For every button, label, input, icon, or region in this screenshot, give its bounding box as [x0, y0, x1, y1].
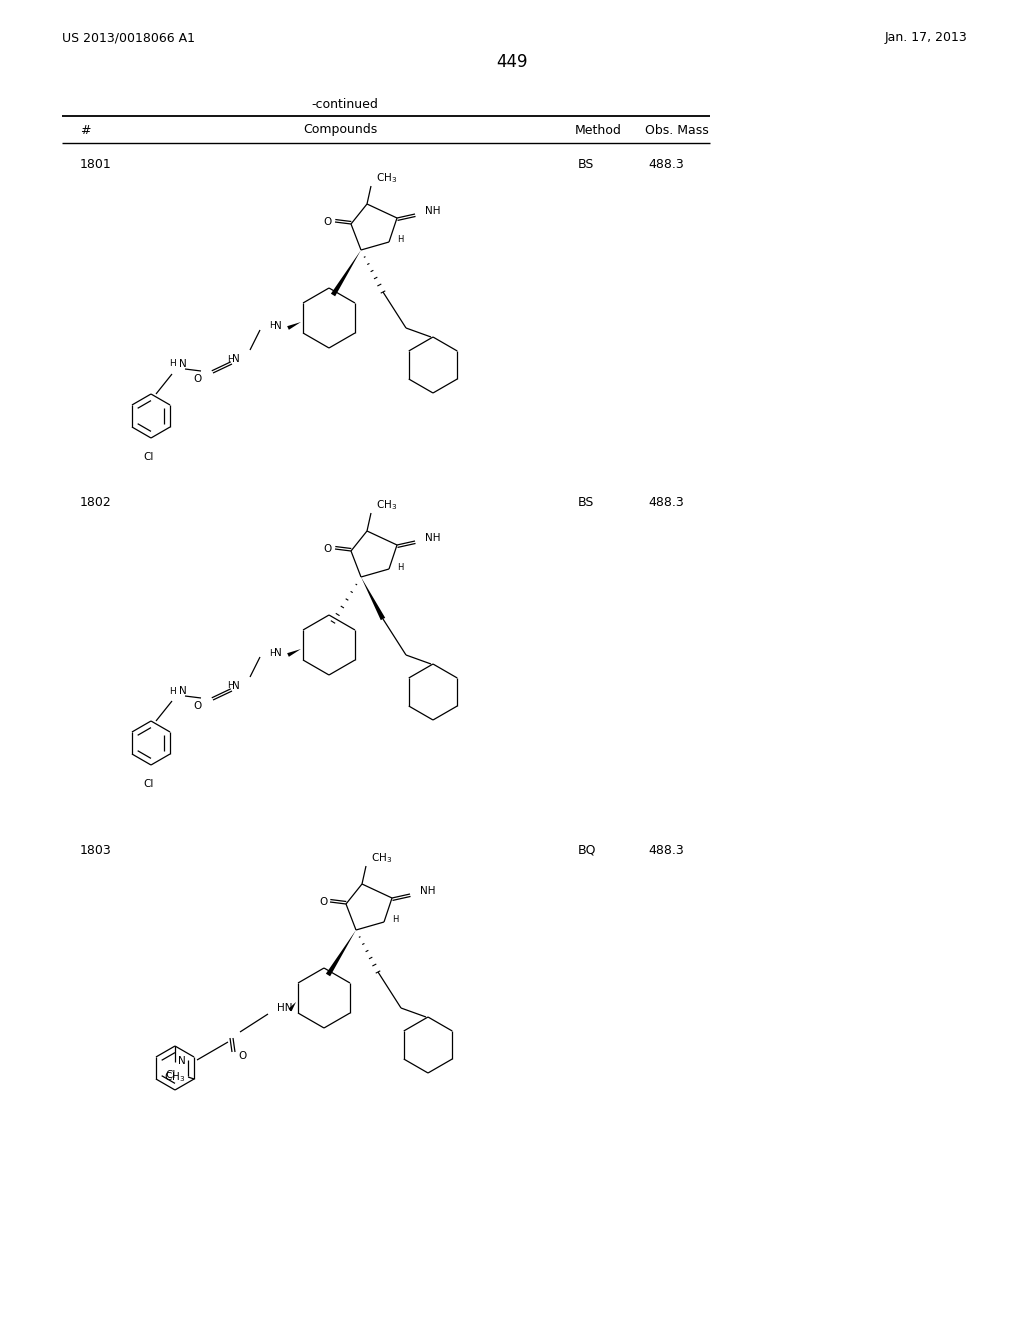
Text: Method: Method	[575, 124, 622, 136]
Text: H: H	[227, 355, 234, 363]
Polygon shape	[361, 577, 385, 620]
Text: H: H	[170, 359, 176, 368]
Text: 488.3: 488.3	[648, 495, 684, 508]
Text: HN: HN	[278, 1003, 293, 1012]
Text: Obs. Mass: Obs. Mass	[645, 124, 709, 136]
Text: NH: NH	[425, 533, 440, 543]
Polygon shape	[326, 931, 356, 977]
Text: H: H	[269, 648, 276, 657]
Text: 488.3: 488.3	[648, 158, 684, 172]
Text: CH$_3$: CH$_3$	[376, 498, 397, 512]
Text: N: N	[179, 686, 186, 696]
Text: NH: NH	[425, 206, 440, 216]
Text: NH: NH	[420, 886, 435, 896]
Text: CH$_3$: CH$_3$	[165, 1071, 185, 1084]
Text: CH$_3$: CH$_3$	[371, 851, 392, 865]
Text: O: O	[324, 544, 332, 554]
Text: #: #	[80, 124, 90, 136]
Polygon shape	[287, 322, 301, 330]
Text: 1802: 1802	[80, 495, 112, 508]
Text: Jan. 17, 2013: Jan. 17, 2013	[885, 32, 968, 45]
Text: H: H	[392, 916, 398, 924]
Text: H: H	[227, 681, 234, 690]
Text: BS: BS	[578, 158, 594, 172]
Text: US 2013/0018066 A1: US 2013/0018066 A1	[62, 32, 195, 45]
Text: H: H	[397, 235, 403, 244]
Text: 449: 449	[497, 53, 527, 71]
Text: H: H	[269, 322, 276, 330]
Text: N: N	[232, 681, 240, 690]
Polygon shape	[289, 1002, 296, 1011]
Text: 1803: 1803	[80, 843, 112, 857]
Text: Cl: Cl	[143, 451, 155, 462]
Text: O: O	[324, 216, 332, 227]
Text: H: H	[170, 686, 176, 696]
Text: O: O	[194, 374, 202, 384]
Text: O: O	[238, 1051, 246, 1061]
Text: O: O	[194, 701, 202, 711]
Text: Cl: Cl	[143, 779, 155, 789]
Text: 488.3: 488.3	[648, 843, 684, 857]
Text: 1801: 1801	[80, 158, 112, 172]
Text: N: N	[274, 321, 282, 331]
Text: -continued: -continued	[311, 98, 379, 111]
Text: N: N	[232, 354, 240, 364]
Polygon shape	[331, 249, 361, 296]
Text: N: N	[177, 1056, 185, 1065]
Text: Cl: Cl	[166, 1071, 176, 1080]
Text: CH$_3$: CH$_3$	[376, 172, 397, 185]
Text: O: O	[318, 898, 327, 907]
Text: BS: BS	[578, 495, 594, 508]
Text: N: N	[179, 359, 186, 370]
Text: Compounds: Compounds	[303, 124, 377, 136]
Text: BQ: BQ	[578, 843, 597, 857]
Text: H: H	[397, 562, 403, 572]
Polygon shape	[287, 649, 301, 657]
Text: N: N	[274, 648, 282, 657]
